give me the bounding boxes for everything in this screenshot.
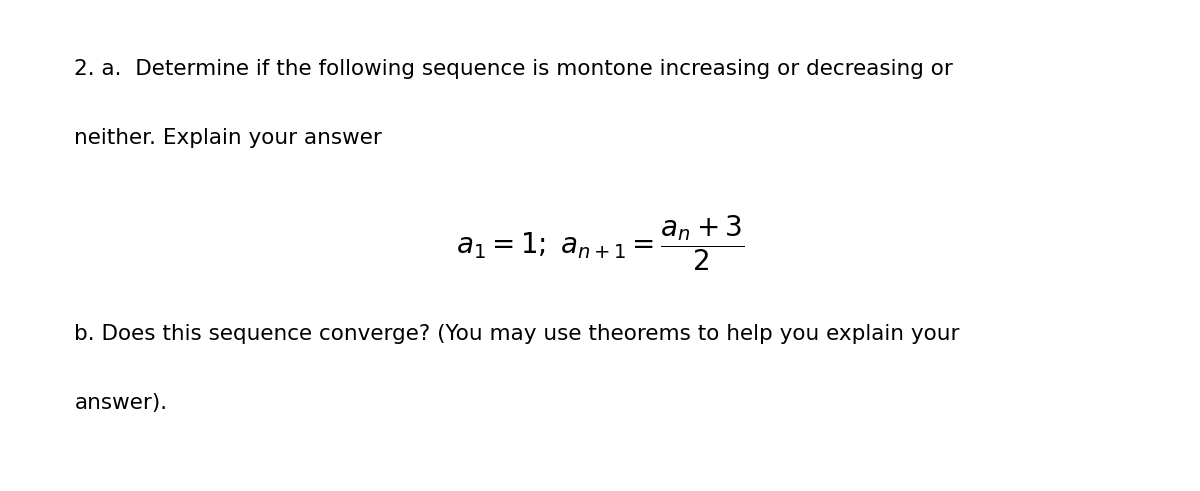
Text: 2. a.  Determine if the following sequence is montone increasing or decreasing o: 2. a. Determine if the following sequenc… [74, 59, 953, 79]
Text: answer).: answer). [74, 393, 168, 413]
Text: neither. Explain your answer: neither. Explain your answer [74, 128, 383, 148]
Text: b. Does this sequence converge? (You may use theorems to help you explain your: b. Does this sequence converge? (You may… [74, 324, 960, 344]
Text: $a_1 = 1; \; a_{n+1} = \dfrac{a_n + 3}{2}$: $a_1 = 1; \; a_{n+1} = \dfrac{a_n + 3}{2… [456, 214, 744, 273]
